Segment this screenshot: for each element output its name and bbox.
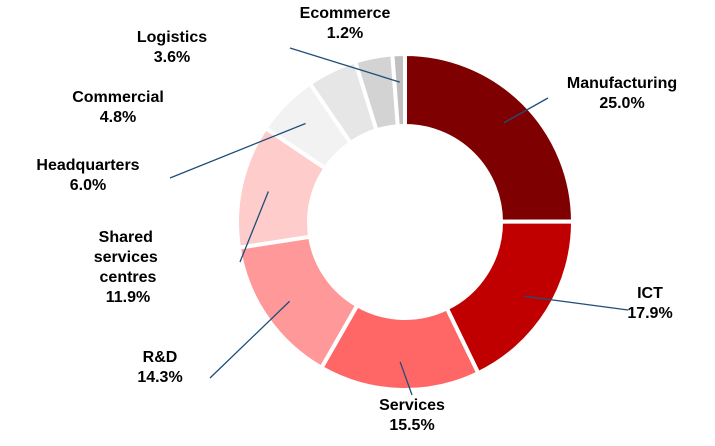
- leader-line: [523, 295, 629, 311]
- category-label: Shared services centres: [94, 229, 163, 286]
- slice: [390, 51, 407, 129]
- value-label: 25.0%: [599, 95, 644, 112]
- slice: [403, 51, 576, 224]
- category-label: Ecommerce: [300, 5, 391, 22]
- value-label: 1.2%: [327, 25, 363, 42]
- category-label: R&D: [143, 349, 178, 366]
- leader-line: [209, 300, 291, 379]
- label-line: R&D: [143, 349, 178, 366]
- label-line: centres: [100, 269, 157, 286]
- category-label: Commercial: [72, 89, 164, 106]
- leader-line: [503, 97, 549, 124]
- leader-line: [289, 47, 400, 83]
- label-line: Headquarters: [36, 157, 139, 174]
- label-line: Logistics: [137, 29, 207, 46]
- category-label: Headquarters: [36, 157, 139, 174]
- value-label: 3.6%: [154, 49, 190, 66]
- value-label: 11.9%: [106, 289, 150, 306]
- label-line: ICT: [637, 285, 663, 302]
- category-label: ICT: [637, 285, 663, 302]
- category-label: Services: [379, 397, 445, 414]
- leader-line: [399, 361, 413, 396]
- label-line: Manufacturing: [567, 75, 677, 92]
- value-label: 17.9%: [627, 305, 672, 322]
- leader-line: [169, 122, 306, 179]
- category-label: Logistics: [137, 29, 207, 46]
- leader-line: [239, 191, 269, 263]
- value-label: 4.8%: [100, 109, 136, 126]
- value-label: 14.3%: [137, 369, 182, 386]
- label-line: Commercial: [72, 89, 164, 106]
- value-label: 15.5%: [389, 417, 434, 434]
- label-line: Shared: [99, 229, 158, 246]
- label-line: services: [94, 249, 163, 266]
- label-line: Services: [379, 397, 445, 414]
- value-label: 6.0%: [70, 177, 106, 194]
- label-line: Ecommerce: [300, 5, 391, 22]
- category-label: Manufacturing: [567, 75, 677, 92]
